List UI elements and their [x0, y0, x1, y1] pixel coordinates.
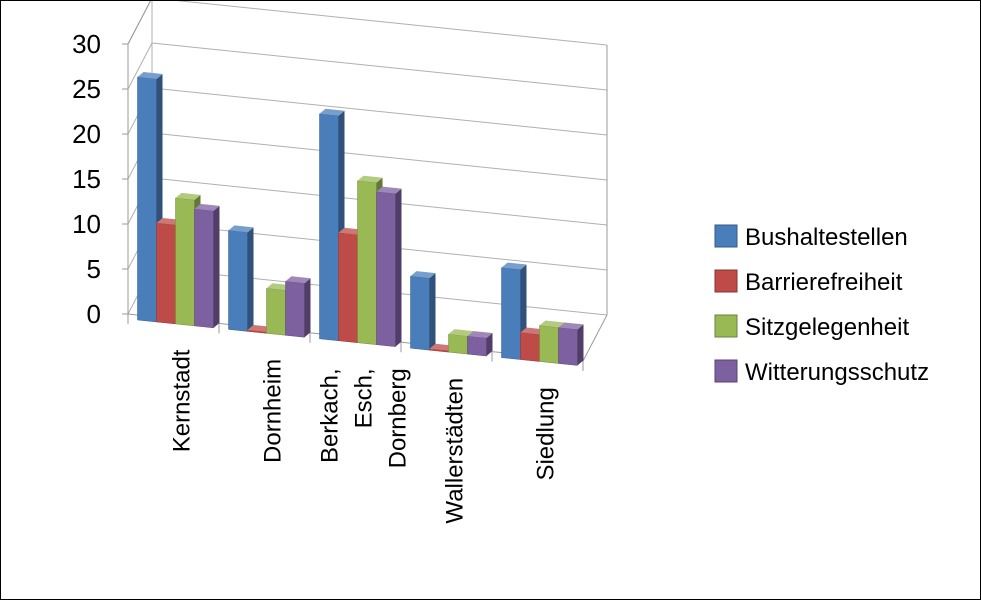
bar-top [448, 329, 474, 337]
bar-top [228, 225, 254, 233]
bar-top [285, 276, 311, 284]
y-tick-label: 20 [72, 119, 101, 149]
bar-top [319, 108, 345, 116]
bar-top [357, 175, 383, 183]
bar-front [410, 275, 430, 351]
bar-top [501, 262, 527, 270]
category-label: Wallerstädten [442, 378, 469, 524]
bar-side [395, 188, 402, 347]
bar [467, 331, 493, 357]
bar-top [558, 322, 584, 330]
bar-front [558, 327, 578, 366]
bar-top [376, 186, 402, 194]
bar-front [319, 113, 339, 342]
bar [410, 271, 436, 351]
bar [558, 322, 584, 366]
legend: Bushaltestellen Barrierefreiheit Sitzgeleg… [714, 224, 929, 386]
category-label: Dornheim [260, 359, 287, 463]
bar-side [486, 333, 493, 357]
bar-top [539, 320, 565, 328]
bar-side [247, 227, 254, 332]
gridline [151, 132, 608, 181]
bar-front [285, 280, 305, 338]
y-tick-label: 30 [72, 29, 101, 59]
gridline [151, 42, 608, 91]
legend-item: Bushaltestellen [714, 224, 908, 251]
y-tick-label: 25 [72, 74, 101, 104]
bar-front [266, 288, 286, 336]
category-label: Esch, [351, 368, 378, 428]
bar-side [429, 273, 436, 351]
category-label: Kernstadt [169, 349, 196, 452]
category-label: Dornberg [385, 368, 412, 468]
legend-item: Witterungsschutz [714, 359, 929, 386]
legend-swatch [714, 314, 738, 338]
legend-label: Sitzgelegenheit [745, 314, 909, 341]
bar-top [467, 331, 493, 339]
bar-front [175, 197, 195, 327]
bar-front [539, 325, 559, 364]
bar-side [577, 324, 584, 366]
bar-front [376, 191, 396, 347]
bar-front [137, 76, 157, 323]
legend-label: Barrierefreiheit [745, 269, 903, 296]
bars [137, 71, 584, 366]
bar-front [501, 267, 521, 360]
bar-front [194, 208, 214, 329]
y-axis-ticks: 0 5 10 15 20 25 30 [72, 29, 128, 329]
gridline [151, 87, 608, 136]
bar-top [137, 71, 163, 79]
bar-front [338, 232, 358, 343]
bar [285, 276, 311, 338]
legend-swatch [714, 224, 738, 248]
bar-side [213, 205, 220, 328]
axis-edge [127, 1, 151, 45]
bar-front [156, 222, 176, 325]
bar [228, 225, 254, 332]
legend-label: Bushaltestellen [745, 224, 908, 251]
legend-item: Sitzgelegenheit [714, 314, 909, 341]
x-axis-categories: Kernstadt Dornheim Berkach, Esch, Dornberg Wa… [127, 314, 584, 524]
bar-front [467, 335, 487, 357]
legend-item: Barrierefreiheit [714, 269, 903, 296]
bar-front [448, 333, 468, 355]
bar [194, 203, 220, 329]
bar-side [304, 278, 311, 338]
legend-swatch [714, 359, 738, 383]
y-tick-label: 10 [72, 209, 101, 239]
bar-top [410, 271, 436, 279]
gridline [176, 1, 608, 46]
y-tick-label: 15 [72, 164, 101, 194]
bar-top [175, 192, 201, 200]
legend-swatch [714, 269, 738, 293]
gridline-side [127, 42, 153, 90]
legend-label: Witterungsschutz [745, 359, 929, 386]
bar-front [228, 230, 248, 332]
y-tick-label: 5 [87, 254, 101, 284]
bar-top [194, 203, 220, 211]
bar-front [357, 180, 377, 345]
bar-front [520, 332, 540, 362]
category-label: Berkach, [317, 368, 344, 463]
bar [376, 186, 402, 347]
category-label: Siedlung [533, 387, 560, 480]
y-tick-label: 0 [87, 299, 101, 329]
